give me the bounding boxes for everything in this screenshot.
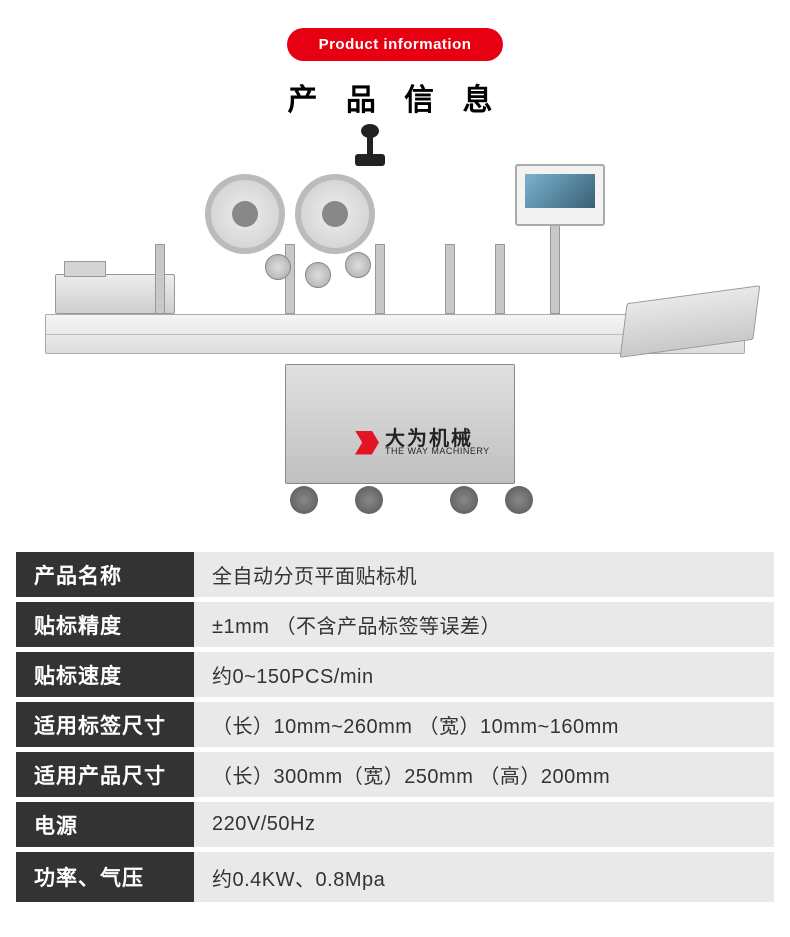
spec-label: 贴标精度 (16, 602, 194, 647)
spec-value: 220V/50Hz (194, 802, 774, 847)
spec-label: 功率、气压 (16, 852, 194, 902)
spec-value: （长）300mm（宽）250mm （高）200mm (194, 752, 774, 797)
spec-value: 约0~150PCS/min (194, 652, 774, 697)
product-image-area: 大为机械 THE WAY MACHINERY (0, 119, 790, 549)
caster-icon (505, 486, 533, 514)
brand-watermark: 大为机械 THE WAY MACHINERY (355, 429, 490, 456)
roller-icon (305, 262, 331, 288)
spec-table: 产品名称 全自动分页平面贴标机 贴标精度 ±1mm （不含产品标签等误差） 贴标… (16, 549, 774, 902)
table-row: 适用产品尺寸 （长）300mm（宽）250mm （高）200mm (16, 752, 774, 802)
table-row: 功率、气压 约0.4KW、0.8Mpa (16, 852, 774, 902)
spec-label: 产品名称 (16, 552, 194, 597)
table-row: 电源 220V/50Hz (16, 802, 774, 852)
spec-value: 约0.4KW、0.8Mpa (194, 852, 774, 902)
label-reel-icon (295, 174, 375, 254)
table-row: 贴标速度 约0~150PCS/min (16, 652, 774, 702)
caster-icon (290, 486, 318, 514)
adjust-knob-icon (355, 154, 385, 166)
caster-icon (450, 486, 478, 514)
support-post (155, 244, 165, 314)
table-row: 适用标签尺寸 （长）10mm~260mm （宽）10mm~160mm (16, 702, 774, 752)
support-post (495, 244, 505, 314)
roller-icon (345, 252, 371, 278)
roller-icon (265, 254, 291, 280)
support-post (375, 244, 385, 314)
spec-label: 电源 (16, 802, 194, 847)
label-reel-icon (205, 174, 285, 254)
spec-label: 适用产品尺寸 (16, 752, 194, 797)
brand-logo-icon (355, 431, 379, 455)
machine-illustration: 大为机械 THE WAY MACHINERY (45, 144, 745, 524)
spec-value: 全自动分页平面贴标机 (194, 552, 774, 597)
spec-value: （长）10mm~260mm （宽）10mm~160mm (194, 702, 774, 747)
header-pill: Product information (287, 28, 504, 61)
control-screen-icon (515, 164, 605, 226)
table-row: 产品名称 全自动分页平面贴标机 (16, 552, 774, 602)
caster-icon (355, 486, 383, 514)
support-post (445, 244, 455, 314)
base-cabinet (285, 364, 515, 484)
spec-label: 贴标速度 (16, 652, 194, 697)
header-title-cn: 产 品 信 息 (287, 75, 502, 119)
brand-name-en: THE WAY MACHINERY (385, 447, 490, 456)
spec-value: ±1mm （不含产品标签等误差） (194, 602, 774, 647)
support-post (285, 244, 295, 314)
spec-label: 适用标签尺寸 (16, 702, 194, 747)
table-row: 贴标精度 ±1mm （不含产品标签等误差） (16, 602, 774, 652)
